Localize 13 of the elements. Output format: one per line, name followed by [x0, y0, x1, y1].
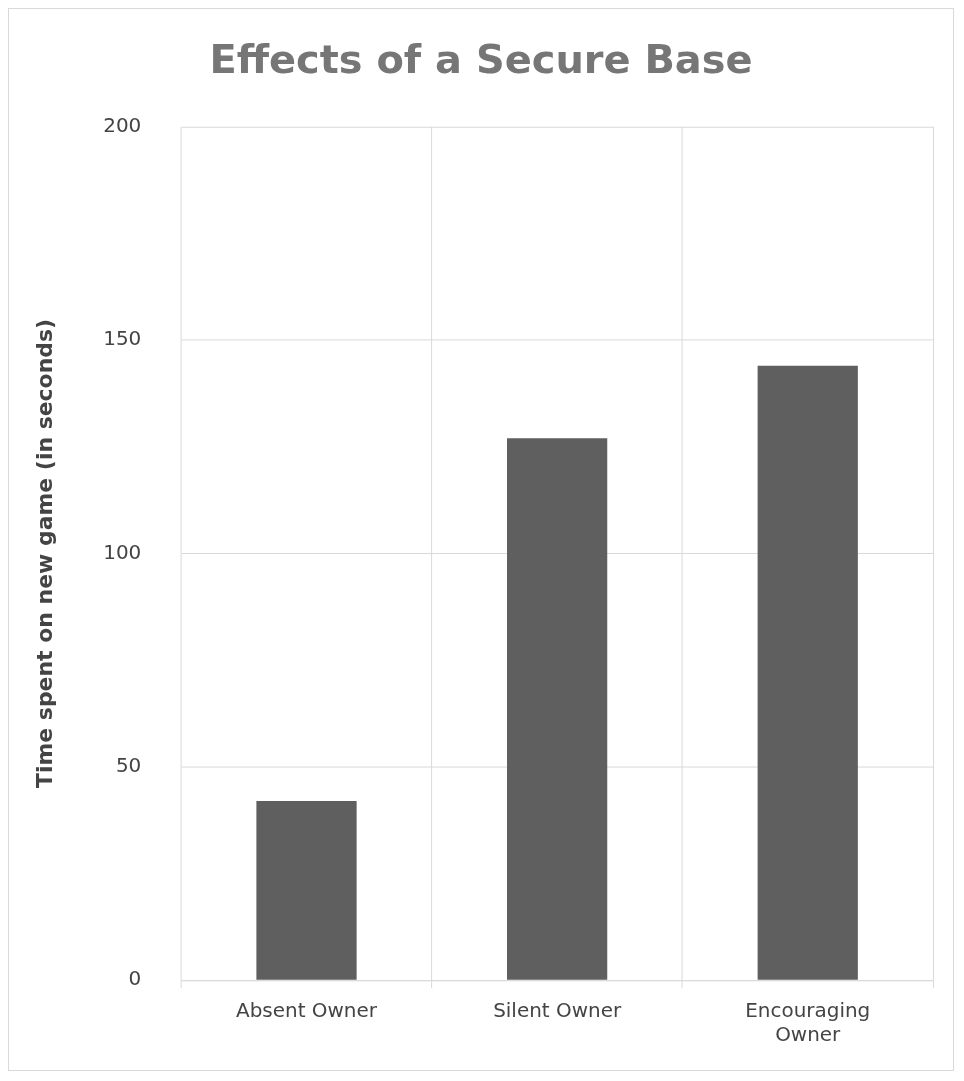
y-tick-label: 0: [128, 966, 142, 991]
x-tick-label: Absent Owner: [236, 998, 378, 1023]
x-tick-label: Silent Owner: [493, 998, 622, 1023]
x-tick-label: Encouraging Owner: [745, 998, 871, 1047]
bar: [507, 438, 608, 980]
y-tick-label: 150: [103, 326, 142, 351]
chart-title: Effects of a Secure Base: [209, 36, 753, 83]
y-tick-label: 200: [103, 112, 142, 137]
bar: [757, 365, 858, 980]
bar: [256, 800, 357, 980]
y-tick-label: 100: [103, 539, 142, 564]
y-tick-label: 50: [115, 753, 142, 778]
y-axis-title: Time spent on new game (in seconds): [31, 318, 57, 789]
